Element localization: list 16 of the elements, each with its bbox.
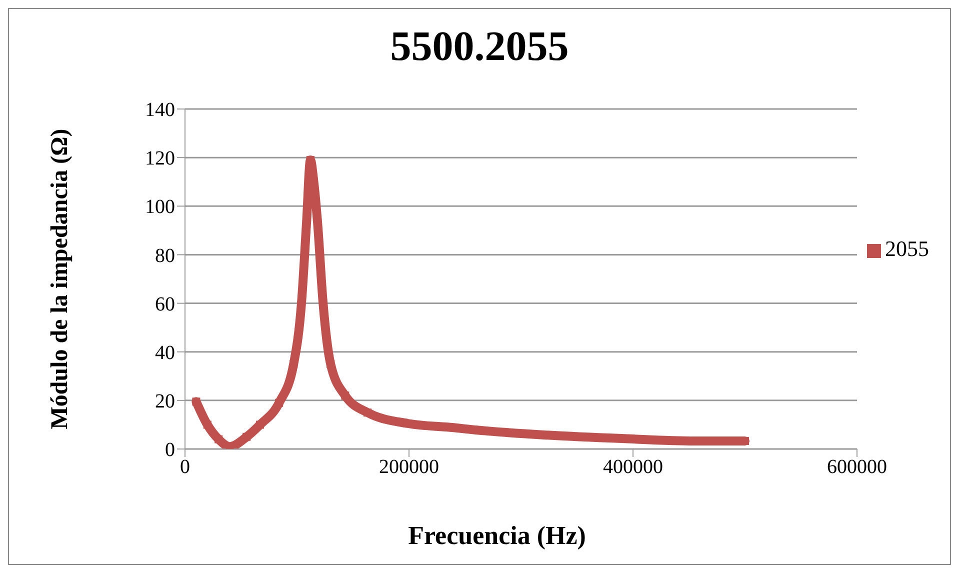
y-tick-label: 0	[165, 439, 175, 462]
chart-title: 5500.2055	[389, 23, 570, 71]
y-tick-label: 100	[145, 196, 175, 218]
y-tick-label: 80	[155, 244, 175, 267]
y-axis-title: Módulo de la impedancia (Ω)	[47, 128, 74, 430]
legend-label: 2055	[885, 236, 929, 261]
x-tick-label: 200000	[379, 456, 439, 478]
y-tick-label: 60	[155, 293, 175, 316]
x-tick-label: 400000	[603, 456, 663, 478]
y-tick-label: 20	[155, 390, 175, 413]
x-tick-label: 0	[180, 456, 190, 478]
y-tick-label: 140	[145, 99, 175, 122]
x-axis-title: Frecuencia (Hz)	[407, 521, 587, 551]
y-tick-label: 40	[155, 342, 175, 364]
x-tick-label: 600000	[827, 456, 887, 478]
y-tick-label: 120	[145, 148, 175, 170]
